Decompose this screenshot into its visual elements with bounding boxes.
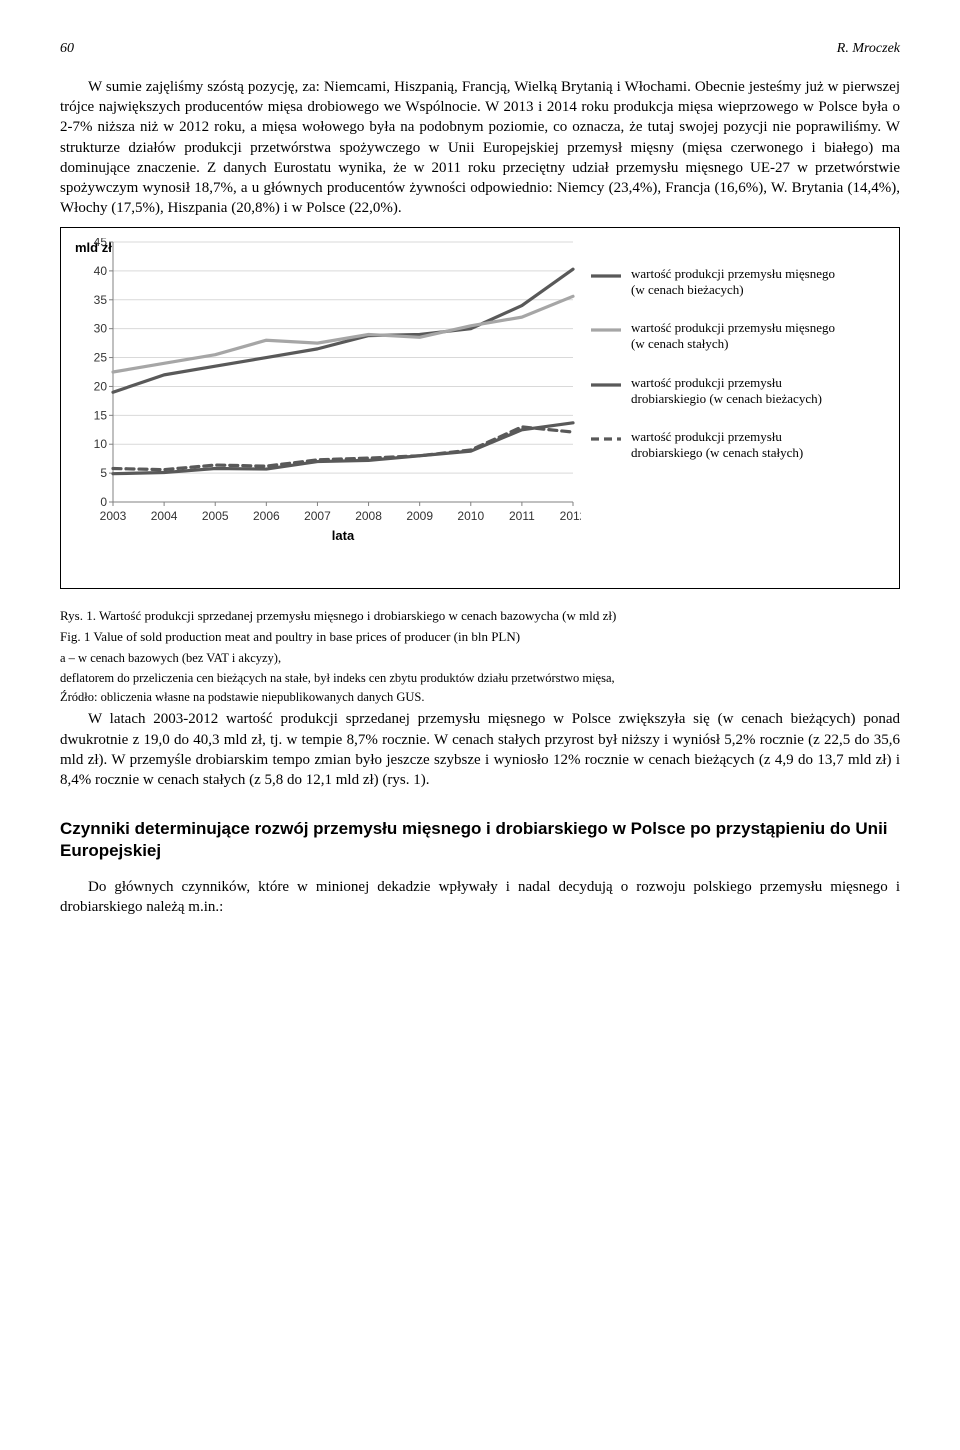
legend-label: wartość produkcji przemysłu drobiarskieg… [631, 375, 851, 408]
legend-swatch [591, 378, 621, 392]
svg-text:35: 35 [94, 292, 108, 306]
svg-text:25: 25 [94, 350, 108, 364]
figure-1-chart: mld zł0510152025303540452003200420052006… [60, 227, 900, 589]
svg-text:2004: 2004 [151, 509, 178, 523]
svg-text:2003: 2003 [100, 509, 127, 523]
page-header: 60 R. Mroczek [60, 40, 900, 59]
svg-text:2012: 2012 [560, 509, 581, 523]
paragraph-3: Do głównych czynników, które w minionej … [60, 877, 900, 918]
svg-text:2006: 2006 [253, 509, 280, 523]
svg-text:2005: 2005 [202, 509, 229, 523]
figure-caption-pl: Rys. 1. Wartość produkcji sprzedanej prz… [60, 607, 900, 625]
section-heading: Czynniki determinujące rozwój przemysłu … [60, 818, 900, 862]
svg-text:10: 10 [94, 437, 108, 451]
paragraph-2: W latach 2003-2012 wartość produkcji spr… [60, 709, 900, 790]
legend-label: wartość produkcji przemysłu mięsnego (w … [631, 266, 851, 299]
svg-text:45: 45 [94, 238, 108, 249]
svg-text:5: 5 [100, 466, 107, 480]
chart-plot: mld zł0510152025303540452003200420052006… [71, 238, 581, 578]
chart-svg: mld zł0510152025303540452003200420052006… [71, 238, 581, 578]
footnote-source: Źródło: obliczenia własne na podstawie n… [60, 689, 900, 706]
svg-text:2007: 2007 [304, 509, 331, 523]
svg-text:30: 30 [94, 321, 108, 335]
svg-text:20: 20 [94, 379, 108, 393]
svg-text:2011: 2011 [509, 509, 535, 523]
figure-caption-en: Fig. 1 Value of sold production meat and… [60, 628, 900, 646]
chart-legend: wartość produkcji przemysłu mięsnego (w … [591, 238, 851, 578]
svg-text:40: 40 [94, 264, 108, 278]
legend-entry: wartość produkcji przemysłu drobiarskieg… [591, 375, 851, 408]
legend-label: wartość produkcji przemysłu mięsnego (w … [631, 320, 851, 353]
svg-text:2010: 2010 [457, 509, 484, 523]
paragraph-1: W sumie zajęliśmy szóstą pozycję, za: Ni… [60, 77, 900, 219]
legend-entry: wartość produkcji przemysłu mięsnego (w … [591, 320, 851, 353]
page-number: 60 [60, 40, 74, 59]
svg-text:0: 0 [100, 495, 107, 509]
footnote-a: a – w cenach bazowych (bez VAT i akcyzy)… [60, 650, 900, 667]
svg-text:2009: 2009 [406, 509, 433, 523]
legend-entry: wartość produkcji przemysłu mięsnego (w … [591, 266, 851, 299]
svg-text:15: 15 [94, 408, 108, 422]
header-author: R. Mroczek [837, 40, 900, 59]
footnote-b: deflatorem do przeliczenia cen bieżących… [60, 670, 900, 687]
legend-label: wartość produkcji przemysłu drobiarskieg… [631, 429, 851, 462]
legend-swatch [591, 269, 621, 283]
svg-text:lata: lata [332, 528, 355, 543]
legend-swatch [591, 432, 621, 446]
legend-entry: wartość produkcji przemysłu drobiarskieg… [591, 429, 851, 462]
svg-text:2008: 2008 [355, 509, 382, 523]
legend-swatch [591, 323, 621, 337]
